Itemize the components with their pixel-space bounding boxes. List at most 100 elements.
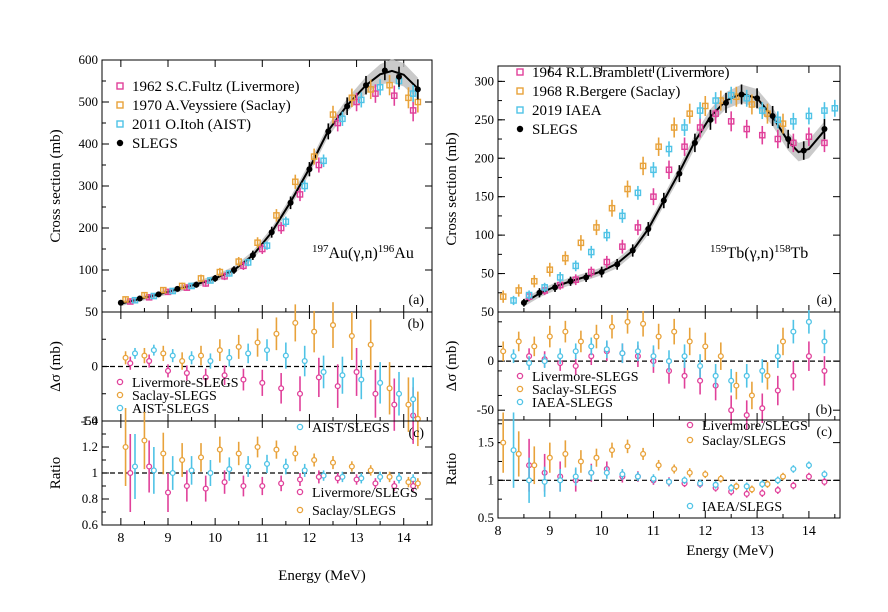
data-point xyxy=(292,319,299,326)
data-point xyxy=(728,407,735,414)
legend-label: Livermore-SLEGS xyxy=(532,370,639,385)
data-point xyxy=(414,480,421,487)
panel-tag: (b) xyxy=(408,317,425,332)
data-point xyxy=(727,118,735,125)
data-point xyxy=(122,354,129,361)
data-point xyxy=(619,471,626,478)
x-tick-label: 13 xyxy=(350,531,364,546)
data-point xyxy=(193,281,200,288)
data-point xyxy=(821,126,828,133)
data-point xyxy=(821,107,828,114)
y-tick-label: 0.6 xyxy=(82,517,99,532)
data-point xyxy=(353,368,360,376)
data-point xyxy=(268,229,275,236)
data-point xyxy=(541,358,548,365)
data-point xyxy=(764,481,771,488)
legend-entry: IAEA/SLEGS xyxy=(686,500,782,515)
data-point xyxy=(624,185,631,193)
data-point xyxy=(697,480,704,487)
reaction-label-part: Tb(γ,n) xyxy=(727,245,775,262)
y-axis-label: Ratio xyxy=(444,453,460,486)
data-point xyxy=(188,467,195,474)
data-point xyxy=(697,362,704,370)
data-point xyxy=(696,107,704,114)
data-point xyxy=(764,372,771,379)
data-point xyxy=(759,367,766,374)
data-point xyxy=(160,450,167,457)
data-point xyxy=(310,153,318,160)
data-point xyxy=(202,374,209,381)
x-tick-label: 10 xyxy=(595,524,609,539)
data-point xyxy=(358,475,365,482)
panel-tag: (c) xyxy=(408,426,424,441)
legend-entry: AIST/SLEGS xyxy=(296,421,390,436)
legend-entry: Livermore/SLEGS xyxy=(296,486,418,501)
data-point xyxy=(141,352,148,359)
data-point xyxy=(769,112,776,119)
x-tick-label: 14 xyxy=(802,524,816,539)
data-point xyxy=(681,124,688,131)
data-point xyxy=(572,262,580,270)
data-point xyxy=(348,94,356,102)
legend-entry: Livermore-SLEGS xyxy=(516,370,639,385)
legend-marker xyxy=(116,404,124,412)
data-point xyxy=(790,118,797,125)
data-point xyxy=(159,286,167,294)
data-point xyxy=(381,67,388,74)
series-aist xyxy=(131,339,417,421)
data-point xyxy=(117,299,124,306)
y-axis-label: Δσ (mb) xyxy=(48,341,64,392)
data-point xyxy=(779,120,787,127)
data-point xyxy=(567,278,574,285)
data-point xyxy=(386,81,393,89)
series-aist xyxy=(131,72,417,304)
y-tick-label: 1 xyxy=(488,472,495,487)
data-point xyxy=(386,473,393,480)
data-point xyxy=(197,454,205,461)
series-aist xyxy=(510,86,839,306)
data-point xyxy=(122,296,129,303)
data-point xyxy=(221,479,228,486)
data-point xyxy=(562,450,569,457)
y-tick-label: 0.8 xyxy=(82,491,98,506)
reaction-label-part: Tb xyxy=(791,245,809,262)
series-aist xyxy=(131,434,417,499)
legend-entry: 1968 R.Bergere (Saclay) xyxy=(516,84,680,100)
y-tick-label: -50 xyxy=(81,413,98,428)
panel-tb-1: -50 0 50 Δσ (mb) (b) Livermore-SLEGSSaclay-SL… xyxy=(444,304,841,430)
data-point xyxy=(743,412,750,419)
x-tick-label: 9 xyxy=(165,531,172,546)
data-point xyxy=(774,353,781,360)
data-point xyxy=(557,477,564,484)
data-point xyxy=(273,330,280,337)
data-point xyxy=(774,477,781,484)
series-saclay xyxy=(499,86,787,303)
data-point xyxy=(197,352,205,359)
data-point xyxy=(754,95,761,102)
data-point xyxy=(174,285,181,292)
data-point xyxy=(541,284,548,291)
data-point xyxy=(395,475,403,482)
legend-entry: Saclay/SLEGS xyxy=(686,434,786,449)
data-point xyxy=(785,136,792,143)
legend-entry: Saclay-SLEGS xyxy=(116,389,217,404)
series-saclay xyxy=(500,310,787,410)
legend-entry: 2011 O.Itoh (AIST) xyxy=(116,117,251,133)
series-aist xyxy=(510,310,828,393)
data-point xyxy=(572,348,579,355)
data-point xyxy=(552,284,558,291)
series-saclay xyxy=(500,412,787,494)
legend-label: Saclay-SLEGS xyxy=(132,389,217,404)
data-point xyxy=(821,478,828,485)
data-point xyxy=(127,360,134,367)
data-point xyxy=(263,242,271,249)
data-point xyxy=(306,166,313,173)
data-point xyxy=(577,239,585,247)
data-point xyxy=(390,92,398,99)
data-point xyxy=(396,73,402,80)
data-point xyxy=(805,462,812,469)
data-point xyxy=(572,362,579,370)
data-point xyxy=(325,128,332,135)
data-point xyxy=(263,460,271,467)
